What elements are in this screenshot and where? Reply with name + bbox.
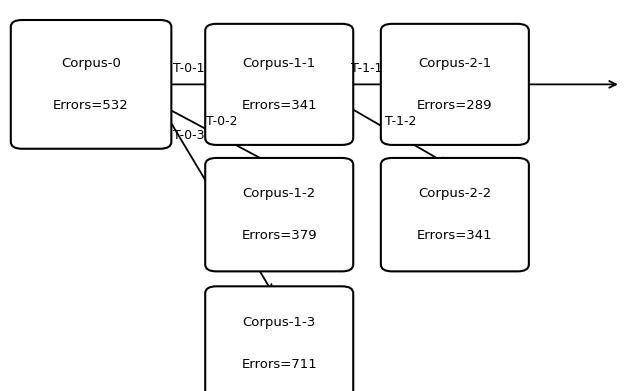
FancyBboxPatch shape <box>205 158 353 271</box>
FancyBboxPatch shape <box>381 158 529 271</box>
Text: T-0-1: T-0-1 <box>173 62 204 75</box>
FancyBboxPatch shape <box>381 24 529 145</box>
FancyBboxPatch shape <box>205 24 353 145</box>
Text: Corpus-1-3

Errors=711: Corpus-1-3 Errors=711 <box>241 316 317 371</box>
Text: T-1-2: T-1-2 <box>385 115 416 127</box>
Text: Corpus-1-1

Errors=341: Corpus-1-1 Errors=341 <box>241 57 317 112</box>
Text: Corpus-2-2

Errors=341: Corpus-2-2 Errors=341 <box>417 187 493 242</box>
FancyBboxPatch shape <box>11 20 172 149</box>
Text: T-0-2: T-0-2 <box>207 115 238 128</box>
Text: Corpus-2-1

Errors=289: Corpus-2-1 Errors=289 <box>417 57 493 112</box>
Text: Corpus-0

Errors=532: Corpus-0 Errors=532 <box>53 57 129 112</box>
Text: T-0-3: T-0-3 <box>173 129 204 142</box>
Text: Corpus-1-2

Errors=379: Corpus-1-2 Errors=379 <box>241 187 317 242</box>
Text: T-1-1: T-1-1 <box>351 62 383 75</box>
FancyBboxPatch shape <box>205 286 353 391</box>
